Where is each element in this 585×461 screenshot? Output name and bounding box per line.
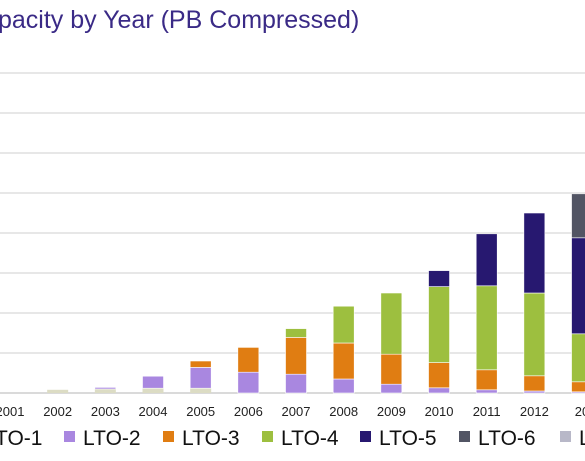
x-tick-label: 2007 [282, 404, 311, 419]
bar-segment-lto-2 [142, 375, 164, 389]
legend-swatch [64, 431, 75, 442]
bar-segment-lto-2 [189, 367, 212, 389]
legend-label: LTO-2 [83, 427, 141, 450]
bar-segment-lto-6 [571, 193, 585, 239]
bars [47, 193, 585, 394]
bar-segment-lto-3 [475, 369, 498, 391]
x-tick-label: 2010 [425, 404, 454, 419]
bar-segment-lto-4 [475, 285, 498, 371]
x-tick-label: 2011 [473, 404, 501, 419]
bar-segment-lto-2 [332, 378, 355, 394]
x-tick-labels: 2001 2002 2003 2004 2005 2006 2007 2008 2009 2010… [0, 404, 585, 419]
legend-label: LTO-3 [182, 427, 240, 450]
bar-segment-lto-4 [332, 305, 355, 344]
legend-swatch [459, 431, 470, 442]
x-tick-label: 2012 [520, 404, 549, 419]
x-tick-label: 20 [575, 404, 585, 419]
x-tick-label: 2003 [91, 404, 120, 419]
legend-label: LTO-4 [281, 427, 339, 450]
bar-segment-lto-4 [428, 286, 450, 363]
bar-segment-lto-2 [94, 387, 117, 390]
chart-title: pacity by Year (PB Compressed) [0, 6, 360, 34]
bar-segment-lto-5 [571, 237, 585, 335]
bar-segment-lto-3 [237, 347, 260, 373]
x-tick-label: 2002 [43, 404, 72, 419]
legend-swatch [360, 431, 371, 442]
x-tick-label: 2001 [0, 404, 24, 419]
x-tick-label: 2004 [139, 404, 168, 419]
bar-segment-lto-5 [428, 270, 450, 287]
x-tick-label: 2005 [186, 404, 215, 419]
x-tick-label: 2008 [329, 404, 358, 419]
bar-segment-base [94, 389, 116, 393]
legend-label: LTO-5 [379, 427, 437, 450]
bar-segment-lto-2 [475, 389, 498, 394]
legend-label: TO-1 [0, 427, 42, 450]
legend-swatch [560, 431, 571, 442]
bar-segment-lto-5 [523, 212, 546, 294]
bar-segment-lto-3 [332, 342, 355, 380]
bar-segment-lto-2 [428, 387, 450, 394]
bar-segment-lto-2 [380, 383, 403, 394]
bar-segment-lto-3 [428, 362, 450, 389]
legend-label: L [579, 427, 585, 450]
bar-segment-lto-3 [380, 353, 403, 385]
legend-swatch [262, 431, 273, 442]
bar-segment-lto-3 [189, 360, 212, 368]
bar-segment-base [47, 389, 69, 393]
legend-swatch [163, 431, 174, 442]
bar-segment-lto-4 [285, 328, 307, 338]
bar-segment-base [142, 388, 164, 393]
bar-segment-lto-5 [475, 233, 498, 287]
bar-segment-lto-4 [523, 292, 546, 377]
bar-segment-lto-3 [285, 337, 307, 375]
bar-segment-lto-3 [571, 381, 585, 393]
legend-label: LTO-6 [478, 427, 536, 450]
bar-segment-base [190, 388, 212, 393]
x-tick-label: 2006 [234, 404, 263, 419]
bar-segment-lto-2 [237, 371, 260, 394]
legend: TO-1 LTO-2 LTO-3 LTO-4 LTO-5 LTO-6 L [0, 427, 585, 450]
bar-segment-lto-3 [523, 375, 546, 392]
bar-segment-lto-4 [571, 333, 585, 383]
bar-segment-lto-4 [380, 292, 403, 355]
x-tick-label: 2009 [377, 404, 406, 419]
bar-segment-lto-2 [285, 373, 307, 394]
